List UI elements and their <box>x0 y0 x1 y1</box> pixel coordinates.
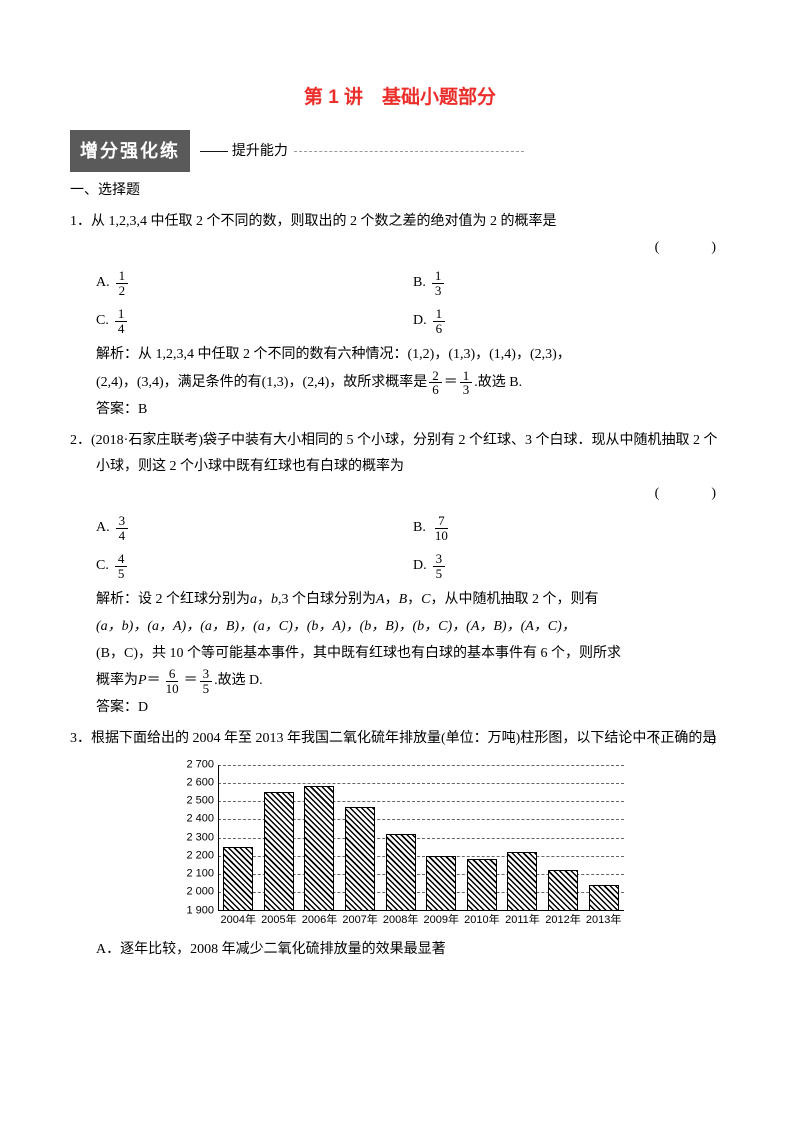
ytick-label: 1 900 <box>170 900 214 921</box>
bar <box>589 885 619 911</box>
practice-banner: 增分强化练 —— 提升能力 <box>70 130 730 172</box>
bar <box>386 834 416 911</box>
fraction: 610 <box>163 667 182 695</box>
fraction: 710 <box>432 514 451 542</box>
q2-solution-line2: (a，b)，(a，A)，(a，B)，(a，C)，(b，A)，(b，B)，(b，C… <box>70 614 730 641</box>
banner-box: 增分强化练 <box>70 130 190 172</box>
banner-subtitle: —— 提升能力 <box>200 137 288 166</box>
xtick-label: 2006年 <box>299 910 339 931</box>
page-title: 第 1 讲 基础小题部分 <box>70 80 730 116</box>
q2-answer: 答案：D <box>70 695 730 722</box>
opt-label: A. <box>96 270 110 297</box>
opt-label: C. <box>96 308 109 335</box>
xtick-label: 2007年 <box>340 910 380 931</box>
opt-label: D. <box>413 308 427 335</box>
fraction: 13 <box>432 269 445 297</box>
q2-options-row1: A.34 B. 710 <box>70 511 730 545</box>
q2-solution-line4: 概率为 P＝ 610 ＝ 35 .故选 D. <box>70 667 263 695</box>
fraction: 12 <box>116 269 129 297</box>
q1-solution-line1: 解析：从 1,2,3,4 中任取 2 个不同的数有六种情况：(1,2)，(1,3… <box>70 342 730 369</box>
xtick-label: 2012年 <box>543 910 583 931</box>
bar <box>304 786 334 910</box>
xtick-label: 2009年 <box>421 910 461 931</box>
fraction: 13 <box>460 369 473 397</box>
q1-options-row2: C.14 D.16 <box>70 304 730 338</box>
q1-option-a: A.12 <box>96 269 413 297</box>
bar <box>548 870 578 910</box>
xtick-label: 2010年 <box>462 910 502 931</box>
fraction: 16 <box>433 307 446 335</box>
q1-option-d: D.16 <box>413 307 730 335</box>
chart-xlabels: 2004年2005年2006年2007年2008年2009年2010年2011年… <box>218 910 624 931</box>
q1-options-row1: A.12 B.13 <box>70 266 730 300</box>
xtick-label: 2004年 <box>218 910 258 931</box>
opt-label: C. <box>96 553 109 580</box>
banner-dashline <box>294 151 524 152</box>
bar <box>264 792 294 911</box>
question-2: 2．(2018·石家庄联考)袋子中装有大小相同的 5 个小球，分别有 2 个红球… <box>70 428 730 481</box>
xtick-label: 2005年 <box>259 910 299 931</box>
chart-bars <box>218 765 624 911</box>
q2-solution-line1: 解析：设 2 个红球分别为 a，b,3 个白球分别为 A，B，C，从中随机抽取 … <box>70 587 598 614</box>
question-1: 1．从 1,2,3,4 中任取 2 个不同的数，则取出的 2 个数之差的绝对值为… <box>70 209 730 236</box>
bar <box>467 859 497 910</box>
bar <box>426 856 456 911</box>
q2-option-d: D.35 <box>413 552 730 580</box>
fraction: 34 <box>116 514 129 542</box>
xtick-label: 2008年 <box>381 910 421 931</box>
opt-label: B. <box>413 270 426 297</box>
fraction: 14 <box>115 307 128 335</box>
q2-number: 2． <box>70 433 91 448</box>
q1-answer: 答案：B <box>70 397 730 424</box>
emissions-bar-chart: 2 7002 6002 5002 4002 3002 2002 1002 000… <box>170 761 630 931</box>
q3-option-a: A．逐年比较，2008 年减少二氧化硫排放量的效果最显著 <box>70 937 730 964</box>
q2-option-b: B. 710 <box>413 514 730 542</box>
q1-blank: ( ) <box>70 235 730 262</box>
q1-number: 1． <box>70 214 91 229</box>
question-3: 3．根据下面给出的 2004 年至 2013 年我国二氧化硫年排放量(单位：万吨… <box>70 726 730 753</box>
opt-label: A. <box>96 515 110 542</box>
q1-option-b: B.13 <box>413 269 730 297</box>
xtick-label: 2011年 <box>502 910 542 931</box>
bar <box>507 852 537 910</box>
q2-solution-line3: (B，C)，共 10 个等可能基本事件，其中既有红球也有白球的基本事件有 6 个… <box>70 641 730 668</box>
opt-label: D. <box>413 553 427 580</box>
fraction: 45 <box>115 552 128 580</box>
q1-solution-line2: (2,4)，(3,4)，满足条件的有(1,3)，(2,4)，故所求概率是 26 … <box>70 369 522 397</box>
q1-stem: 从 1,2,3,4 中任取 2 个不同的数，则取出的 2 个数之差的绝对值为 2… <box>91 214 557 229</box>
xtick-label: 2013年 <box>584 910 624 931</box>
q2-options-row2: C.45 D.35 <box>70 549 730 583</box>
fraction: 35 <box>433 552 446 580</box>
bar <box>345 807 375 911</box>
opt-label: B. <box>413 515 426 542</box>
bar <box>223 847 253 911</box>
section-heading: 一、选择题 <box>70 178 730 205</box>
fraction: 35 <box>200 667 213 695</box>
fraction: 26 <box>429 369 442 397</box>
q2-option-a: A.34 <box>96 514 413 542</box>
q3-number: 3． <box>70 731 91 746</box>
q2-stem: (2018·石家庄联考)袋子中装有大小相同的 5 个小球，分别有 2 个红球、3… <box>91 433 717 475</box>
q1-option-c: C.14 <box>96 307 413 335</box>
q3-stem: 根据下面给出的 2004 年至 2013 年我国二氧化硫年排放量(单位：万吨)柱… <box>91 731 716 746</box>
q2-option-c: C.45 <box>96 552 413 580</box>
q2-blank: ( ) <box>70 481 730 508</box>
q3-blank: ( ) <box>655 726 724 753</box>
